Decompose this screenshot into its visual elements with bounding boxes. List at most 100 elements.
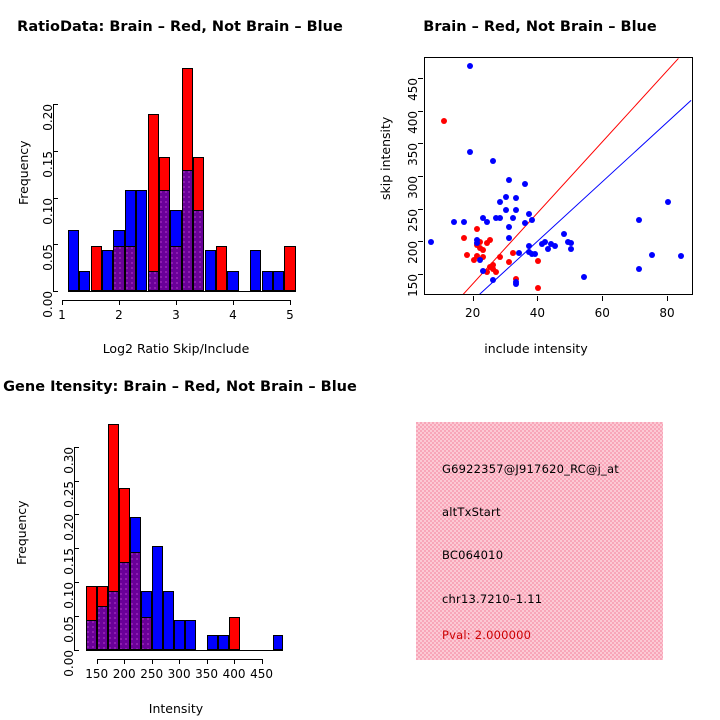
scatter-point-notbrain	[525, 242, 532, 249]
gene-xtick-label: 150	[85, 667, 109, 681]
ratio-ytick-label: 0.10	[41, 197, 55, 225]
scatter-point-notbrain	[528, 216, 535, 223]
ratio-ytick-label: 0.05	[41, 244, 55, 272]
scatter-ytick	[418, 274, 423, 276]
gene-xtick	[124, 659, 126, 664]
scatter-point-notbrain	[451, 219, 458, 226]
ratio-ytick-label: 0.00	[41, 291, 55, 318]
info-probe-id: G6922357@J917620_RC@j_at	[442, 462, 619, 476]
gene-ytick-label: 0.30	[62, 446, 76, 474]
regression-line-notbrain	[476, 99, 692, 294]
scatter-ytick	[418, 241, 423, 243]
scatter-point-notbrain	[545, 245, 552, 252]
ratio-xtick-label: 1	[58, 308, 66, 322]
scatter-point-notbrain	[460, 219, 467, 226]
ratio-xtick	[62, 300, 63, 305]
scatter-point-brain	[483, 240, 490, 247]
scatter-point-brain	[470, 257, 477, 264]
scatter-ytick-label: 200	[406, 241, 420, 265]
ratio-bar-overlap	[147, 271, 159, 291]
gene-baseline	[85, 650, 284, 651]
regression-line-brain	[460, 58, 679, 294]
gene-xtick-label: 400	[222, 667, 246, 681]
scatter-point-brain	[486, 236, 493, 243]
gene-bar-notbrain	[217, 635, 229, 650]
scatter-point-notbrain	[496, 215, 503, 222]
scatter-ytick	[418, 110, 423, 112]
scatter-point-notbrain	[525, 210, 532, 217]
scatter-point-notbrain	[648, 252, 655, 259]
scatter-xtick	[537, 296, 539, 301]
scatter-point-notbrain	[515, 249, 522, 256]
scatter-point-notbrain	[665, 198, 672, 205]
scatter-point-notbrain	[493, 214, 500, 221]
ratio-bar-overlap	[193, 209, 205, 291]
scatter-ytick	[418, 208, 423, 210]
scatter-point-notbrain	[522, 219, 529, 226]
info-pval: Pval: 2.000000	[442, 628, 532, 642]
scatter-point-notbrain	[532, 250, 539, 257]
scatter-point-notbrain	[483, 219, 490, 226]
gene-ytick	[74, 582, 79, 584]
scatter-ytick-label: 250	[406, 208, 420, 232]
gene-ytick	[74, 616, 79, 618]
scatter-point-notbrain	[564, 239, 571, 246]
scatter-point-brain	[509, 249, 516, 256]
gene-ytick-label: 0.10	[62, 582, 76, 609]
ratio-ytick	[53, 151, 58, 152]
gene-xtick	[151, 659, 153, 664]
ratio-bar-brain	[147, 113, 159, 291]
scatter-point-notbrain	[538, 241, 545, 248]
gene-bar-overlap	[107, 591, 119, 650]
ratio-xtick-label: 4	[229, 308, 237, 322]
gene-bar-notbrain	[206, 635, 218, 650]
scatter-point-notbrain	[528, 250, 535, 257]
ratio-yaxis-title: Frequency	[16, 140, 31, 205]
info-locus: chr13.7210–1.11	[442, 592, 543, 606]
ratio-bar-notbrain	[67, 230, 80, 291]
info-event-type: altTxStart	[442, 505, 501, 519]
gene-bar-notbrain	[173, 620, 185, 650]
scatter-ytick-label: 450	[406, 77, 420, 101]
ratio-histogram-title: RatioData: Brain – Red, Not Brain – Blue	[17, 19, 343, 35]
ratio-xtick-label: 2	[115, 308, 123, 322]
gene-ytick-label: 0.25	[62, 480, 76, 508]
scatter-ytick	[418, 77, 423, 79]
scatter-point-notbrain	[473, 240, 480, 247]
scatter-point-notbrain	[522, 181, 529, 188]
gene-bar-notbrain	[162, 591, 174, 650]
panel-gene-intensity-histogram: Gene Itensity: Brain – Red, Not Brain – …	[0, 360, 360, 720]
scatter-point-notbrain	[480, 268, 487, 275]
ratio-baseline	[67, 291, 296, 292]
gene-xtick	[234, 659, 236, 664]
info-accession: BC064010	[442, 548, 504, 562]
gene-bar-overlap	[129, 552, 141, 650]
gene-bar-overlap	[85, 620, 97, 650]
scatter-title: Brain – Red, Not Brain – Blue	[423, 19, 657, 35]
gene-bar-notbrain	[151, 546, 163, 650]
ratio-xtick-label: 5	[286, 308, 294, 322]
scatter-xtick	[602, 296, 604, 301]
panel-ratio-histogram: RatioData: Brain – Red, Not Brain – Blue…	[0, 0, 360, 360]
ratio-ytick	[53, 104, 58, 106]
ratio-ytick	[53, 244, 58, 246]
gene-xtick-label: 450	[250, 667, 273, 681]
scatter-point-notbrain	[512, 278, 519, 285]
scatter-xtick-label: 80	[659, 306, 675, 320]
scatter-point-brain	[464, 251, 471, 258]
scatter-point-brain	[441, 118, 448, 125]
ratio-ytick-label: 0.20	[41, 104, 55, 132]
gene-bar-notbrain	[272, 635, 284, 650]
ratio-bar-notbrain	[79, 271, 91, 291]
panel-gene-info: G6922357@J917620_RC@j_at altTxStart BC06…	[360, 360, 720, 720]
gene-bar-brain	[228, 617, 240, 650]
ratio-ytick-label: 0.15	[41, 151, 55, 178]
scatter-point-notbrain	[506, 235, 513, 242]
scatter-point-notbrain	[496, 198, 503, 205]
scatter-point-brain	[486, 263, 493, 270]
scatter-xaxis-title: include intensity	[484, 341, 588, 356]
scatter-point-notbrain	[567, 245, 574, 252]
scatter-point-notbrain	[506, 176, 513, 183]
scatter-point-brain	[493, 269, 500, 276]
